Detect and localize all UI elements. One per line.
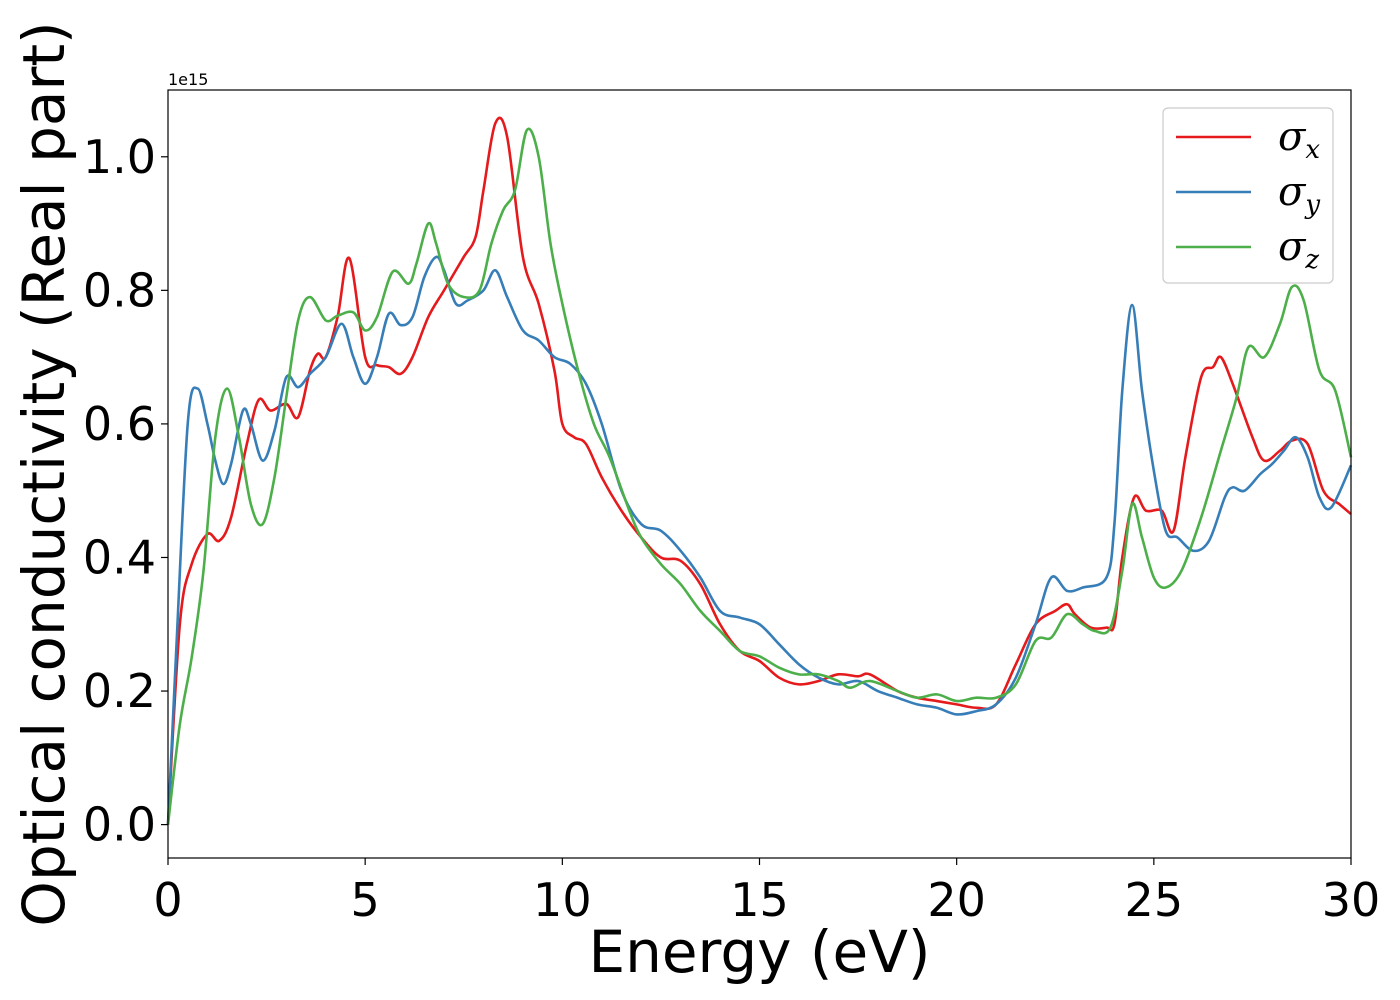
series-line-y bbox=[166, 255, 1353, 825]
y-tick-label: 0.6 bbox=[83, 397, 156, 451]
y-tick-label: 0.0 bbox=[83, 798, 156, 852]
y-axis-label: Optical conductivity (Real part) bbox=[10, 21, 78, 926]
legend-box bbox=[1162, 107, 1334, 284]
x-tick-label: 30 bbox=[1322, 873, 1381, 927]
x-tick-label: 5 bbox=[351, 873, 380, 927]
legend-label-y: σy bbox=[1278, 169, 1320, 220]
x-tick-label: 15 bbox=[730, 873, 789, 927]
x-tick-label: 10 bbox=[533, 873, 592, 927]
y-tick-label: 0.4 bbox=[83, 530, 156, 584]
x-tick-label: 0 bbox=[153, 873, 182, 927]
series-layer bbox=[166, 116, 1353, 825]
y-tick-label: 0.2 bbox=[83, 664, 156, 718]
x-tick-label: 20 bbox=[927, 873, 986, 927]
y-axis: 0.0 0.2 0.4 0.6 0.8 1.0 bbox=[83, 130, 168, 852]
y-tick-label: 0.8 bbox=[83, 263, 156, 317]
x-axis-label: Energy (eV) bbox=[588, 918, 930, 986]
y-offset-label: 1e15 bbox=[168, 70, 208, 89]
legend-label-z: σz bbox=[1278, 224, 1319, 275]
legend-label-x: σx bbox=[1278, 114, 1320, 165]
series-line-z bbox=[166, 127, 1353, 825]
x-axis: 0 5 10 15 20 25 30 bbox=[153, 858, 1380, 927]
y-tick-label: 1.0 bbox=[83, 130, 156, 184]
x-tick-label: 25 bbox=[1125, 873, 1184, 927]
